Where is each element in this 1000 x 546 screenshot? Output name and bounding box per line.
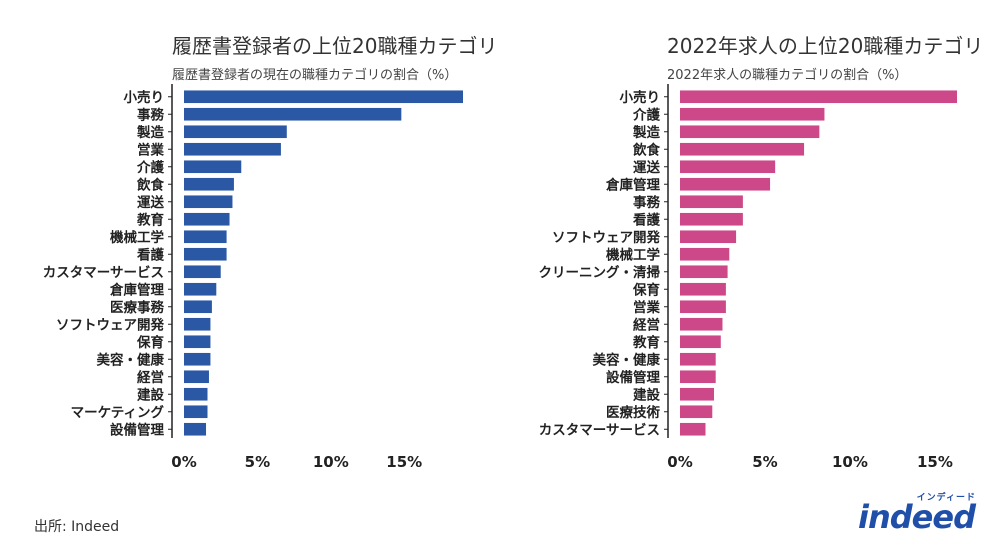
right-bar-10: [680, 247, 730, 261]
right-category-label-16: 美容・健康: [593, 351, 661, 368]
right-bar-6: [680, 177, 771, 191]
left-category-label-3: 製造: [136, 124, 164, 141]
right-category-label-2: 介護: [632, 106, 661, 123]
right-category-label-20: カスタマーサービス: [539, 422, 660, 438]
left-bar-8: [184, 212, 230, 226]
left-bar-5: [184, 160, 242, 174]
right-bar-3: [680, 125, 820, 139]
left-category-label-18: 建設: [136, 386, 164, 403]
left-category-label-5: 介護: [136, 159, 164, 176]
right-bar-4: [680, 142, 805, 156]
left-bar-3: [184, 125, 287, 139]
right-category-label-8: 看護: [632, 211, 661, 228]
right-category-label-18: 建設: [632, 386, 661, 403]
left-category-label-9: 機械工学: [110, 229, 164, 246]
left-bar-20: [184, 422, 207, 436]
left-bar-19: [184, 405, 208, 419]
right-category-label-11: クリーニング・清掃: [539, 264, 661, 281]
logo-kana: インディード: [916, 493, 976, 503]
right-bar-13: [680, 300, 726, 314]
left-bar-12: [184, 282, 217, 296]
logo-text: indeed: [858, 498, 976, 536]
right-bar-14: [680, 317, 723, 331]
left-category-label-20: 設備管理: [110, 421, 164, 438]
right-bar-15: [680, 335, 721, 349]
right-category-label-5: 運送: [633, 159, 661, 176]
source-label: 出所: Indeed: [34, 519, 120, 535]
right-category-label-14: 経営: [633, 316, 660, 333]
left-bar-4: [184, 142, 281, 156]
left-category-label-6: 飲食: [136, 176, 164, 193]
right-category-label-12: 保育: [632, 281, 660, 298]
left-category-label-17: 経営: [137, 369, 164, 386]
right-bar-11: [680, 265, 728, 279]
right-bar-18: [680, 387, 714, 401]
right-bar-1: [680, 90, 957, 104]
right-category-label-15: 教育: [633, 334, 660, 351]
left-bar-18: [184, 387, 208, 401]
left-bar-15: [184, 335, 211, 349]
left-bar-10: [184, 247, 227, 261]
right-chart-subtitle: 2022年求人の職種カテゴリの割合（%）: [667, 68, 908, 83]
right-category-label-3: 製造: [632, 124, 661, 141]
left-category-label-19: マーケティング: [71, 404, 165, 421]
left-chart-title: 履歴書登録者の上位20職種カテゴリ: [172, 34, 498, 58]
right-bar-16: [680, 352, 716, 366]
left-bar-1: [184, 90, 463, 104]
left-x-tick-label-1: 0%: [171, 453, 196, 471]
left-category-label-10: 看護: [136, 246, 164, 263]
right-category-label-19: 医療技術: [606, 404, 660, 421]
left-category-label-13: 医療事務: [110, 299, 164, 316]
right-category-label-4: 飲食: [632, 141, 661, 158]
right-category-label-13: 営業: [633, 299, 661, 316]
right-bar-2: [680, 107, 825, 121]
left-x-tick-label-2: 5%: [245, 453, 270, 471]
left-category-label-12: 倉庫管理: [109, 281, 164, 298]
left-bar-7: [184, 195, 233, 209]
left-category-label-11: カスタマーサービス: [43, 265, 164, 281]
left-category-label-8: 教育: [137, 211, 164, 228]
right-bar-17: [680, 370, 716, 384]
left-bar-9: [184, 230, 227, 244]
right-bar-9: [680, 230, 737, 244]
right-bar-20: [680, 422, 706, 436]
right-x-tick-label-1: 0%: [667, 453, 692, 471]
left-bar-16: [184, 352, 211, 366]
right-x-tick-label-3: 10%: [832, 453, 868, 471]
left-chart-subtitle: 履歴書登録者の現在の職種カテゴリの割合（%）: [172, 68, 458, 83]
right-bar-8: [680, 212, 743, 226]
right-bar-19: [680, 405, 713, 419]
right-x-tick-label-2: 5%: [752, 453, 777, 471]
right-chart-title: 2022年求人の上位20職種カテゴリ: [667, 34, 984, 58]
left-category-label-2: 事務: [137, 106, 164, 123]
left-bar-13: [184, 300, 212, 314]
right-bar-5: [680, 160, 776, 174]
left-x-tick-label-3: 10%: [313, 453, 349, 471]
right-category-label-10: 機械工学: [606, 246, 660, 263]
left-bar-17: [184, 370, 209, 384]
right-category-label-9: ソフトウェア開発: [552, 229, 660, 246]
right-category-label-17: 設備管理: [606, 369, 660, 386]
left-category-label-4: 営業: [137, 141, 164, 158]
right-x-tick-label-4: 15%: [917, 453, 953, 471]
right-category-label-7: 事務: [633, 194, 661, 211]
right-bar-7: [680, 195, 743, 209]
left-bar-2: [184, 107, 402, 121]
left-bar-6: [184, 177, 234, 191]
left-category-label-7: 運送: [137, 194, 164, 211]
left-category-label-16: 美容・健康: [97, 351, 165, 368]
left-category-label-15: 保育: [136, 334, 164, 351]
left-category-label-14: ソフトウェア開発: [56, 316, 164, 333]
right-bar-12: [680, 282, 726, 296]
left-category-label-1: 小売り: [124, 89, 165, 106]
left-x-tick-label-4: 15%: [386, 453, 422, 471]
indeed-logo: インディード indeed: [858, 490, 982, 536]
left-bar-14: [184, 317, 211, 331]
right-category-label-6: 倉庫管理: [605, 176, 660, 193]
right-category-label-1: 小売り: [620, 89, 661, 106]
left-bar-11: [184, 265, 221, 279]
